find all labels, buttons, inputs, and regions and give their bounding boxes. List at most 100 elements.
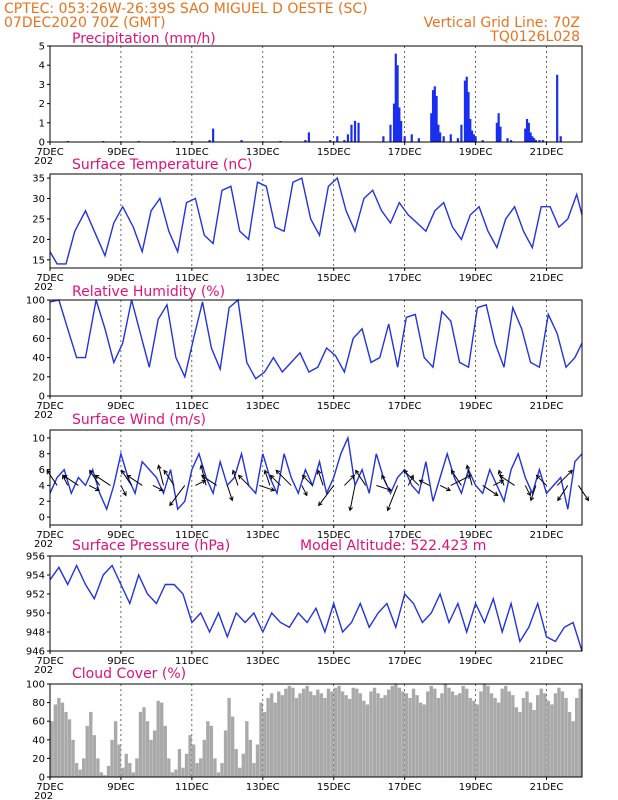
wind-series-line xyxy=(49,435,583,512)
wind-arrow-shaft xyxy=(302,475,313,486)
precip-bar xyxy=(398,107,401,142)
wind-arrow-head xyxy=(584,496,590,502)
cloud-bar xyxy=(131,772,136,777)
precip-bar xyxy=(442,136,445,142)
cloud-bar xyxy=(234,749,238,777)
wind-arrow xyxy=(301,474,313,486)
x-tick-label: 19DEC xyxy=(459,656,493,667)
x-tick-label: 7DEC xyxy=(36,401,63,412)
x-tick-label: 17DEC xyxy=(388,656,422,667)
precip-frame xyxy=(49,45,583,143)
cloud-bar xyxy=(457,693,462,777)
precip-bar xyxy=(533,138,536,142)
wind-arrow-head xyxy=(200,474,206,480)
precip-bar xyxy=(396,65,399,142)
wind-arrow-shaft xyxy=(407,475,414,486)
wind-arrow-shaft xyxy=(450,470,462,486)
wind-arrow-head xyxy=(201,479,207,484)
cloud-bar xyxy=(532,710,536,777)
x-tick-label: 17DEC xyxy=(388,782,422,793)
wind-arrow-shaft xyxy=(439,484,451,491)
cloud-bar xyxy=(418,702,423,777)
cloud-bar xyxy=(89,711,93,777)
wind-arrow-shaft xyxy=(238,475,249,486)
cloud-bar xyxy=(113,721,118,777)
x-tick-label: 13DEC xyxy=(246,147,280,158)
y-tick-label: 0 xyxy=(39,773,45,784)
precip-title: Precipitation (mm/h) xyxy=(72,31,216,47)
cloud-bar xyxy=(482,684,487,777)
cloud-bar xyxy=(128,763,132,777)
cloud-bar xyxy=(99,772,104,777)
precip-bar xyxy=(469,118,472,142)
temp-series-line xyxy=(49,176,583,265)
wind-arrow-shaft xyxy=(344,475,355,486)
wind-arrow-shaft xyxy=(270,475,281,486)
cloud-bar xyxy=(248,739,253,777)
cloud-bar xyxy=(550,704,554,777)
cloud-bar xyxy=(369,691,373,777)
cloud-bar xyxy=(50,721,54,777)
wind-arrow-head xyxy=(348,506,353,512)
y-tick-label: 3 xyxy=(39,80,45,91)
cloud-bar xyxy=(167,758,171,777)
wind-arrow-shaft xyxy=(95,475,111,486)
model-altitude-label: Model Altitude: 522.423 m xyxy=(300,538,486,554)
cloud-bar xyxy=(316,689,320,777)
y-tick-label: 4 xyxy=(39,481,45,492)
x-corner-label: 202 xyxy=(34,156,53,167)
cloud-bar xyxy=(96,758,100,777)
y-tick-label: 25 xyxy=(32,214,45,225)
cloud-bar xyxy=(422,704,426,777)
cloud-bar xyxy=(124,753,128,777)
wind-arrow xyxy=(94,474,111,486)
cloud-bar xyxy=(408,697,412,777)
wind-arrow-shaft xyxy=(232,470,239,486)
wind-arrow-shaft xyxy=(376,484,392,491)
precip-bar xyxy=(357,122,360,142)
wind-arrow xyxy=(62,474,79,486)
cloud-bar xyxy=(308,691,313,777)
wind-arrow-head xyxy=(403,469,408,475)
precip-bar xyxy=(495,122,498,142)
wind-arrow-shaft xyxy=(169,485,186,506)
cloud-bar xyxy=(255,744,260,777)
cloud-bar xyxy=(401,691,405,777)
cloud-bar xyxy=(479,691,483,777)
x-tick-label: 13DEC xyxy=(246,530,280,541)
header-date: 07DEC2020 70Z (GMT) xyxy=(4,15,166,31)
x-tick-label: 9DEC xyxy=(107,782,134,793)
wind-arrow xyxy=(163,469,175,486)
cloud-bar xyxy=(348,698,352,777)
header-model-code: TQ0126L028 xyxy=(489,29,580,45)
cloud-bar xyxy=(443,684,448,777)
precip-bar xyxy=(465,76,468,142)
cloud-bar xyxy=(149,739,153,777)
cloud-bar xyxy=(287,685,292,777)
wind-arrow xyxy=(535,474,547,486)
cloud-bar xyxy=(92,735,97,777)
wind-arrow-shaft xyxy=(536,475,547,486)
precip-bar xyxy=(394,53,397,142)
rh-panel: 0 20 40 60 80 100 7DEC 9DEC 11DEC 13DEC 15DEC 17DEC… xyxy=(26,284,583,421)
x-tick-label: 13DEC xyxy=(246,782,280,793)
cloud-bar xyxy=(578,688,582,777)
cloud-bar xyxy=(191,744,196,777)
wind-arrow xyxy=(195,479,207,486)
cloud-bar xyxy=(74,763,79,777)
temp-title: Surface Temperature (nC) xyxy=(72,157,253,173)
cloud-bar xyxy=(227,697,231,777)
x-corner-label: 202 xyxy=(34,410,53,421)
cloud-bar xyxy=(351,687,355,777)
cloud-bar xyxy=(450,691,455,777)
wind-arrow xyxy=(157,464,164,486)
x-tick-label: 15DEC xyxy=(317,656,351,667)
wind-arrow xyxy=(318,485,335,507)
wind-arrow xyxy=(524,485,531,497)
cloud-frame xyxy=(49,683,583,778)
y-tick-label: 20 xyxy=(32,235,45,246)
x-tick-label: 15DEC xyxy=(317,147,351,158)
cloud-bar xyxy=(440,693,444,777)
cloud-bar xyxy=(294,697,299,777)
wind-arrow xyxy=(386,485,399,512)
